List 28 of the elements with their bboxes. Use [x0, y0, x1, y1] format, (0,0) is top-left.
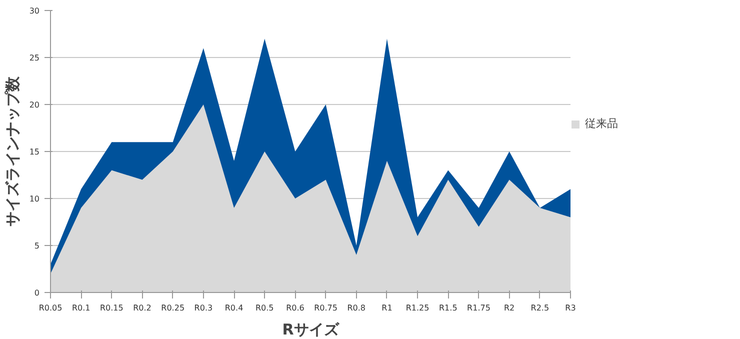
x-tick-label: R2: [504, 304, 515, 312]
y-axis-title: サイズラインナップ数: [3, 76, 22, 226]
x-tick-label: R0.3: [194, 304, 213, 312]
x-tick-label: R0.4: [224, 304, 244, 312]
x-tick-label: R3: [565, 304, 576, 312]
y-tick-label: 5: [34, 242, 40, 250]
x-tick-label: R1.25: [406, 304, 430, 312]
x-tick-label: R0.75: [314, 304, 338, 312]
y-tick-label: 30: [29, 6, 40, 16]
x-tick-label: R0.05: [38, 304, 62, 312]
y-tick-label: 25: [29, 54, 40, 62]
y-tick-label: 15: [29, 148, 40, 156]
x-tick-label: R0.6: [286, 304, 304, 312]
x-tick-label: R0.1: [72, 304, 90, 312]
x-tick-label: R0.15: [100, 304, 124, 312]
x-tick-label: R0.2: [133, 304, 152, 312]
x-axis-title: Rサイズ: [282, 320, 340, 338]
x-tick-label: R0.25: [161, 304, 185, 312]
x-tick-label: R1: [382, 304, 392, 312]
y-tick-label: 10: [29, 194, 40, 204]
x-tick-label: R1.5: [439, 304, 458, 312]
x-tick-label: R2.5: [530, 304, 550, 312]
y-tick-label: 20: [29, 100, 40, 110]
x-tick-label: R1.75: [467, 304, 490, 312]
legend-label: 従来品: [585, 116, 618, 131]
x-tick-label: R0.8: [347, 304, 366, 312]
y-tick-label: 0: [34, 288, 40, 298]
x-tick-label: R0.5: [255, 304, 274, 312]
